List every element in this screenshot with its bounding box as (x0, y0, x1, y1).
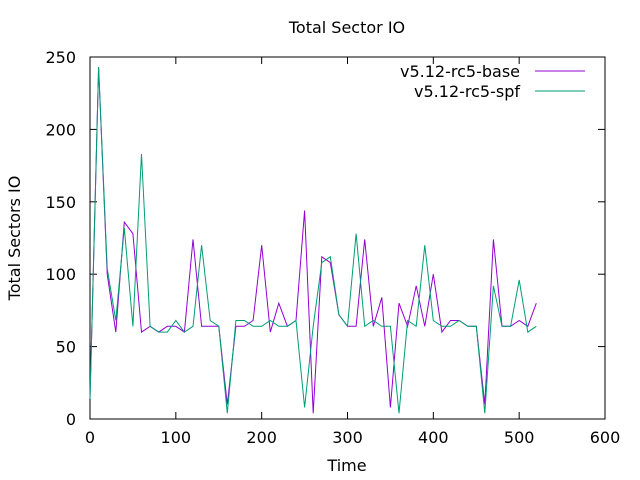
x-tick-label: 200 (246, 428, 277, 447)
y-tick-label: 200 (45, 120, 76, 139)
series-line-0 (89, 67, 537, 414)
y-tick-label: 250 (45, 48, 76, 67)
tick-marks (89, 56, 606, 420)
x-tick-label: 100 (161, 428, 192, 447)
axes (89, 56, 606, 420)
legend-label-0: v5.12-rc5-base (400, 62, 520, 81)
x-tick-label: 400 (418, 428, 449, 447)
y-tick-label: 150 (45, 193, 76, 212)
plot-border (89, 56, 606, 420)
y-axis-label: Total Sectors IO (5, 176, 24, 302)
series-line-1 (89, 67, 537, 414)
y-tick-label: 100 (45, 265, 76, 284)
series-lines (89, 67, 537, 414)
x-tick-label: 600 (590, 428, 621, 447)
y-tick-label: 50 (56, 338, 76, 357)
x-tick-label: 500 (504, 428, 535, 447)
legend-label-1: v5.12-rc5-spf (414, 82, 520, 101)
chart-title: Total Sector IO (288, 18, 405, 37)
x-tick-label: 0 (85, 428, 95, 447)
y-tick-label: 0 (66, 410, 76, 429)
tick-labels: 0 100 200 300 400 500 600 0 50 100 150 200 250 (45, 48, 620, 447)
x-tick-label: 300 (332, 428, 363, 447)
x-axis-label: Time (326, 456, 366, 475)
